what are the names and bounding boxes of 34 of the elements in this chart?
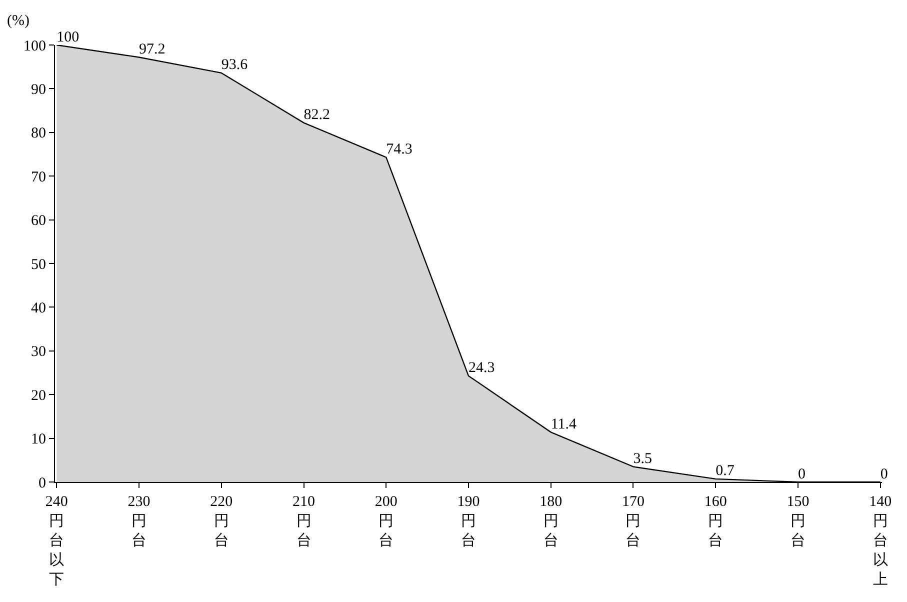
y-tick-label: 30 xyxy=(31,344,46,360)
y-tick-label: 20 xyxy=(31,388,46,404)
x-tick-label: 160円台 xyxy=(704,494,727,549)
data-label: 11.4 xyxy=(550,416,578,432)
y-tick-label: 80 xyxy=(31,126,46,142)
data-label: 97.2 xyxy=(139,41,166,58)
data-label: 74.3 xyxy=(386,142,412,158)
y-tick-label: 10 xyxy=(31,432,46,448)
y-tick-label: 70 xyxy=(31,169,46,186)
data-label: 0 xyxy=(880,466,888,482)
x-tick-label: 140円台以上 xyxy=(869,494,892,588)
y-tick-label: 50 xyxy=(31,256,46,273)
y-tick-label: 0 xyxy=(38,475,46,492)
data-label: 100 xyxy=(56,29,80,46)
x-tick-label: 220円台 xyxy=(210,494,233,549)
y-axis-title: (%) xyxy=(7,13,30,29)
y-tick-label: 90 xyxy=(31,82,46,98)
x-tick-label: 200円台 xyxy=(374,494,398,549)
x-tick-label: 240円台以下 xyxy=(45,494,68,588)
x-tick-label: 170円台 xyxy=(622,494,644,549)
data-label: 0 xyxy=(798,466,806,482)
x-tick-label: 150円台 xyxy=(786,494,810,549)
x-tick-label: 230円台 xyxy=(128,494,150,549)
data-label: 3.5 xyxy=(633,450,652,467)
data-label: 93.6 xyxy=(221,57,248,74)
x-tick-label: 210円台 xyxy=(292,494,316,549)
data-label: 82.2 xyxy=(304,107,330,124)
x-tick-label: 190円台 xyxy=(457,494,480,549)
y-tick-label: 60 xyxy=(31,213,46,230)
data-label: 24.3 xyxy=(468,360,495,376)
x-tick-label: 180円台 xyxy=(540,494,562,549)
y-tick-label: 40 xyxy=(31,300,46,316)
data-label: 0.7 xyxy=(716,463,735,480)
y-tick-label: 100 xyxy=(24,38,46,54)
